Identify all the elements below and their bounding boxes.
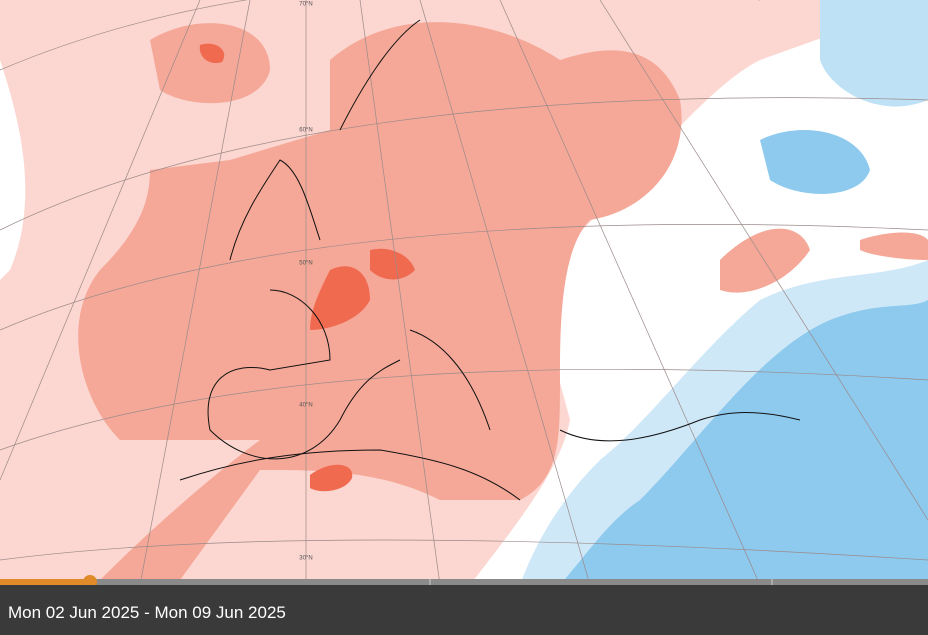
- neutral-area: [0, 60, 26, 280]
- warm-anomaly: [78, 22, 682, 580]
- strong-warm-anomaly: [310, 266, 370, 330]
- timeline-handle[interactable]: [83, 575, 97, 585]
- date-bar: [0, 585, 928, 635]
- latitude-label: 30°N: [299, 556, 312, 562]
- warm-anomaly: [720, 228, 810, 293]
- forecast-map: 70°N 60°N 50°N 40°N 30°N: [0, 0, 928, 585]
- strong-warm-anomaly: [370, 248, 415, 280]
- strong-warm-anomaly: [199, 43, 225, 64]
- warm-anomaly: [150, 23, 270, 104]
- date-range: Mon 02 Jun 2025 - Mon 09 Jun 2025: [8, 603, 286, 622]
- latitude-label: 40°N: [299, 403, 312, 409]
- timeline-progress: [0, 579, 90, 585]
- warm-anomaly: [860, 232, 928, 260]
- cold-anomaly: [820, 0, 928, 107]
- cold-anomaly: [560, 300, 928, 585]
- strong-warm-anomaly: [310, 464, 353, 492]
- timeline-track[interactable]: [0, 579, 928, 585]
- cold-anomaly: [760, 130, 870, 194]
- graticule: [0, 0, 928, 585]
- latitude-label: 70°N: [299, 2, 312, 8]
- latitude-label: 60°N: [299, 128, 312, 134]
- coastline: [179, 19, 801, 501]
- latitude-label: 50°N: [299, 261, 312, 267]
